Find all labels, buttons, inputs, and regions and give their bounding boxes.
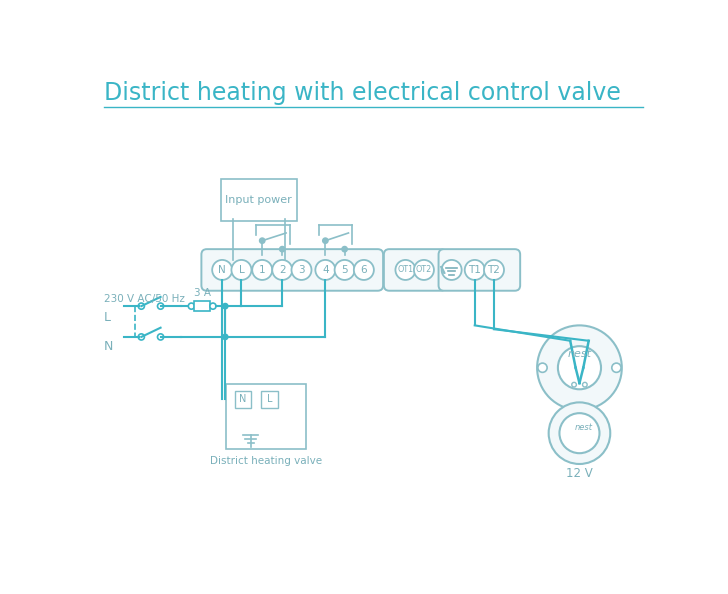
Text: nest: nest (574, 422, 593, 431)
Circle shape (252, 260, 272, 280)
Circle shape (210, 303, 216, 309)
FancyBboxPatch shape (202, 249, 383, 290)
Text: OT2: OT2 (416, 266, 432, 274)
Circle shape (612, 363, 621, 372)
Text: Input power: Input power (226, 195, 292, 205)
Text: OT1: OT1 (397, 266, 414, 274)
FancyBboxPatch shape (194, 301, 210, 311)
Circle shape (582, 383, 587, 387)
Text: L: L (267, 394, 273, 405)
Text: 5: 5 (341, 265, 348, 275)
Text: nest: nest (567, 349, 591, 359)
Circle shape (354, 260, 374, 280)
Circle shape (395, 260, 416, 280)
Text: T2: T2 (488, 265, 500, 275)
Circle shape (558, 346, 601, 389)
Circle shape (537, 326, 622, 410)
Circle shape (559, 413, 599, 453)
Text: 6: 6 (360, 265, 367, 275)
Text: N: N (240, 394, 247, 405)
Circle shape (280, 247, 285, 252)
Text: 2: 2 (279, 265, 285, 275)
Circle shape (223, 334, 228, 340)
Circle shape (315, 260, 336, 280)
Text: L: L (103, 311, 111, 324)
Circle shape (223, 304, 228, 309)
Circle shape (259, 238, 265, 244)
Circle shape (464, 260, 485, 280)
Circle shape (442, 260, 462, 280)
FancyBboxPatch shape (438, 249, 521, 290)
FancyBboxPatch shape (234, 391, 251, 407)
Text: 1: 1 (259, 265, 266, 275)
Circle shape (232, 260, 251, 280)
Circle shape (323, 238, 328, 244)
FancyBboxPatch shape (261, 391, 278, 407)
FancyBboxPatch shape (384, 249, 446, 290)
FancyBboxPatch shape (221, 179, 297, 220)
Circle shape (291, 260, 312, 280)
Circle shape (138, 334, 144, 340)
Text: 3 A: 3 A (194, 289, 210, 298)
Text: 230 V AC/50 Hz: 230 V AC/50 Hz (103, 294, 184, 304)
Text: N: N (103, 340, 113, 353)
Circle shape (342, 247, 347, 252)
FancyBboxPatch shape (226, 384, 306, 448)
Circle shape (189, 303, 194, 309)
Text: District heating with electrical control valve: District heating with electrical control… (103, 81, 620, 105)
Circle shape (538, 363, 547, 372)
Circle shape (138, 303, 144, 309)
Text: N: N (218, 265, 226, 275)
Text: T1: T1 (468, 265, 481, 275)
Circle shape (157, 303, 164, 309)
Text: 12 V: 12 V (566, 467, 593, 480)
Circle shape (571, 383, 577, 387)
Text: 4: 4 (322, 265, 328, 275)
Circle shape (484, 260, 504, 280)
Circle shape (414, 260, 434, 280)
Circle shape (549, 402, 610, 464)
Circle shape (212, 260, 232, 280)
Text: L: L (239, 265, 245, 275)
Circle shape (272, 260, 292, 280)
Circle shape (157, 334, 164, 340)
Text: 3: 3 (298, 265, 305, 275)
Text: District heating valve: District heating valve (210, 456, 322, 466)
Circle shape (335, 260, 355, 280)
